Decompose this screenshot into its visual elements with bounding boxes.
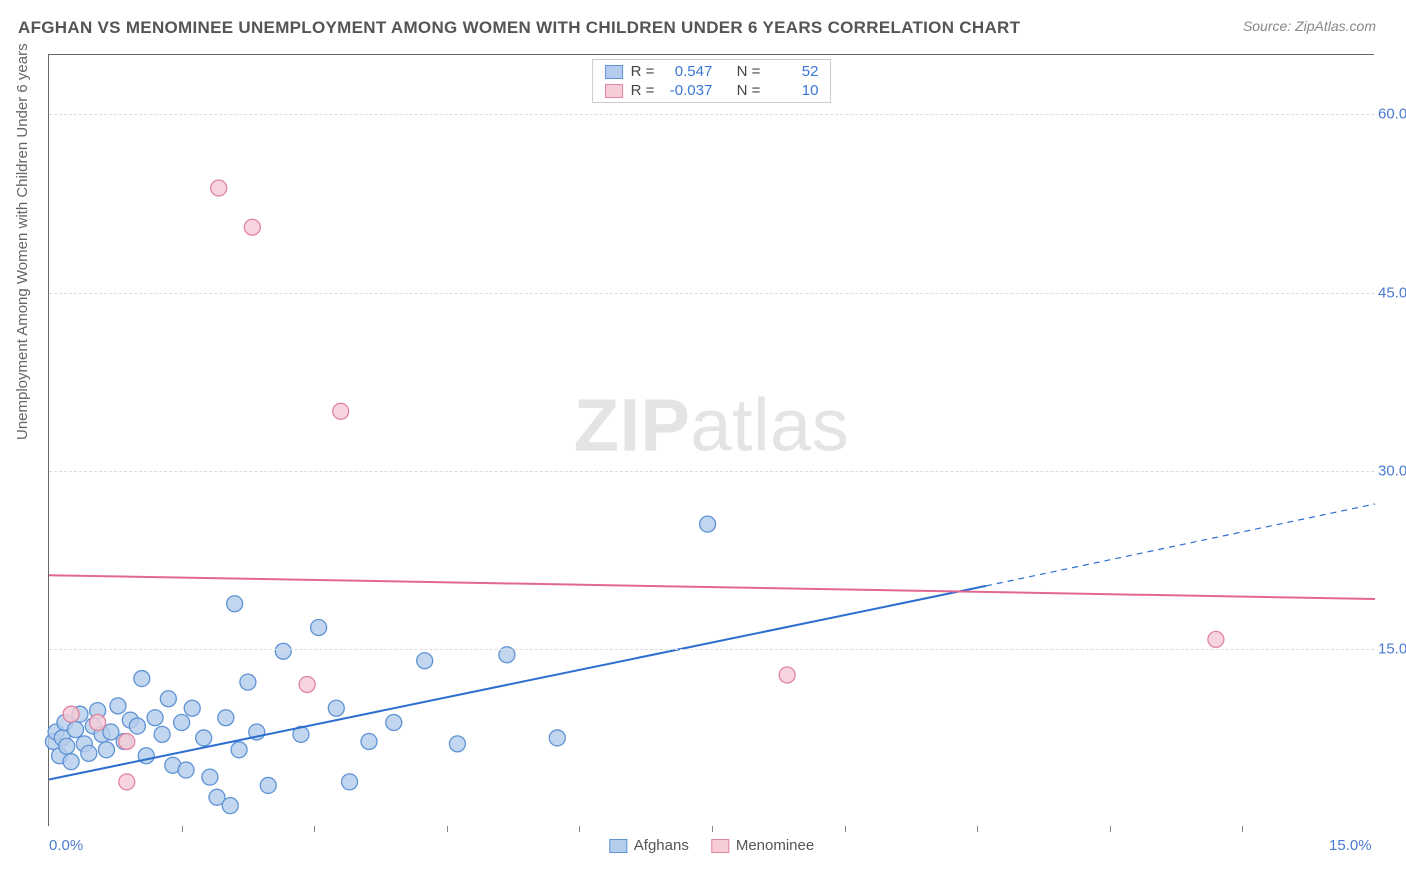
scatter-point: [184, 700, 200, 716]
x-tick-label: 15.0%: [1329, 837, 1372, 854]
n-value-menominee: 10: [768, 82, 818, 99]
scatter-point: [275, 643, 291, 659]
scatter-point: [90, 714, 106, 730]
grid-line-h: [49, 293, 1374, 294]
scatter-point: [110, 698, 126, 714]
scatter-point: [240, 674, 256, 690]
scatter-point: [222, 798, 238, 814]
x-tick-mark: [182, 826, 183, 832]
scatter-point: [154, 726, 170, 742]
scatter-point: [333, 403, 349, 419]
scatter-point: [700, 516, 716, 532]
scatter-point: [361, 733, 377, 749]
legend-item-afghans: Afghans: [609, 837, 689, 854]
scatter-point: [81, 745, 97, 761]
grid-line-h: [49, 114, 1374, 115]
scatter-point: [227, 596, 243, 612]
swatch-menominee-b: [711, 839, 729, 853]
trend-line: [49, 575, 1375, 599]
scatter-point: [147, 710, 163, 726]
scatter-point: [202, 769, 218, 785]
scatter-point: [119, 733, 135, 749]
swatch-afghans-b: [609, 839, 627, 853]
scatter-svg: [49, 55, 1374, 826]
y-tick-label: 45.0%: [1378, 284, 1406, 301]
x-tick-mark: [314, 826, 315, 832]
chart-title: AFGHAN VS MENOMINEE UNEMPLOYMENT AMONG W…: [18, 18, 1020, 38]
scatter-point: [417, 653, 433, 669]
scatter-point: [178, 762, 194, 778]
legend-row-menominee: R = -0.037 N = 10: [593, 81, 831, 100]
scatter-point: [386, 714, 402, 730]
scatter-point: [218, 710, 234, 726]
x-tick-mark: [712, 826, 713, 832]
trend-line-ext: [986, 504, 1375, 586]
y-tick-label: 60.0%: [1378, 106, 1406, 123]
x-tick-mark: [579, 826, 580, 832]
r-value-afghans: 0.547: [662, 63, 712, 80]
scatter-point: [328, 700, 344, 716]
x-tick-mark: [845, 826, 846, 832]
scatter-point: [299, 676, 315, 692]
scatter-point: [196, 730, 212, 746]
scatter-point: [174, 714, 190, 730]
x-tick-mark: [1110, 826, 1111, 832]
grid-line-h: [49, 649, 1374, 650]
r-label: R =: [631, 82, 655, 99]
scatter-point: [119, 774, 135, 790]
scatter-point: [244, 219, 260, 235]
legend-label-menominee: Menominee: [736, 837, 814, 854]
scatter-point: [129, 718, 145, 734]
source-value: ZipAtlas.com: [1295, 18, 1376, 34]
chart-plot-area: ZIPatlas R = 0.547 N = 52 R = -0.037 N =…: [48, 54, 1374, 826]
scatter-point: [342, 774, 358, 790]
legend-item-menominee: Menominee: [711, 837, 814, 854]
scatter-point: [1208, 631, 1224, 647]
scatter-point: [63, 754, 79, 770]
r-value-menominee: -0.037: [662, 82, 712, 99]
source-prefix: Source:: [1243, 18, 1295, 34]
scatter-point: [779, 667, 795, 683]
scatter-point: [59, 738, 75, 754]
x-tick-mark: [447, 826, 448, 832]
y-tick-label: 15.0%: [1378, 640, 1406, 657]
n-label: N =: [737, 82, 761, 99]
n-label: N =: [737, 63, 761, 80]
scatter-point: [549, 730, 565, 746]
n-value-afghans: 52: [768, 63, 818, 80]
scatter-point: [449, 736, 465, 752]
scatter-point: [231, 742, 247, 758]
scatter-point: [311, 619, 327, 635]
scatter-point: [98, 742, 114, 758]
scatter-point: [68, 722, 84, 738]
scatter-point: [134, 671, 150, 687]
y-tick-label: 30.0%: [1378, 462, 1406, 479]
legend-label-afghans: Afghans: [634, 837, 689, 854]
x-tick-label: 0.0%: [49, 837, 83, 854]
x-tick-mark: [977, 826, 978, 832]
scatter-point: [63, 706, 79, 722]
series-legend: Afghans Menominee: [609, 837, 814, 854]
swatch-afghans: [605, 65, 623, 79]
swatch-menominee: [605, 84, 623, 98]
trend-line: [49, 586, 986, 780]
scatter-point: [260, 777, 276, 793]
legend-row-afghans: R = 0.547 N = 52: [593, 62, 831, 81]
correlation-legend: R = 0.547 N = 52 R = -0.037 N = 10: [592, 59, 832, 103]
scatter-point: [211, 180, 227, 196]
r-label: R =: [631, 63, 655, 80]
x-tick-mark: [1242, 826, 1243, 832]
y-axis-label: Unemployment Among Women with Children U…: [14, 43, 31, 440]
grid-line-h: [49, 471, 1374, 472]
scatter-point: [160, 691, 176, 707]
source-label: Source: ZipAtlas.com: [1243, 18, 1376, 34]
